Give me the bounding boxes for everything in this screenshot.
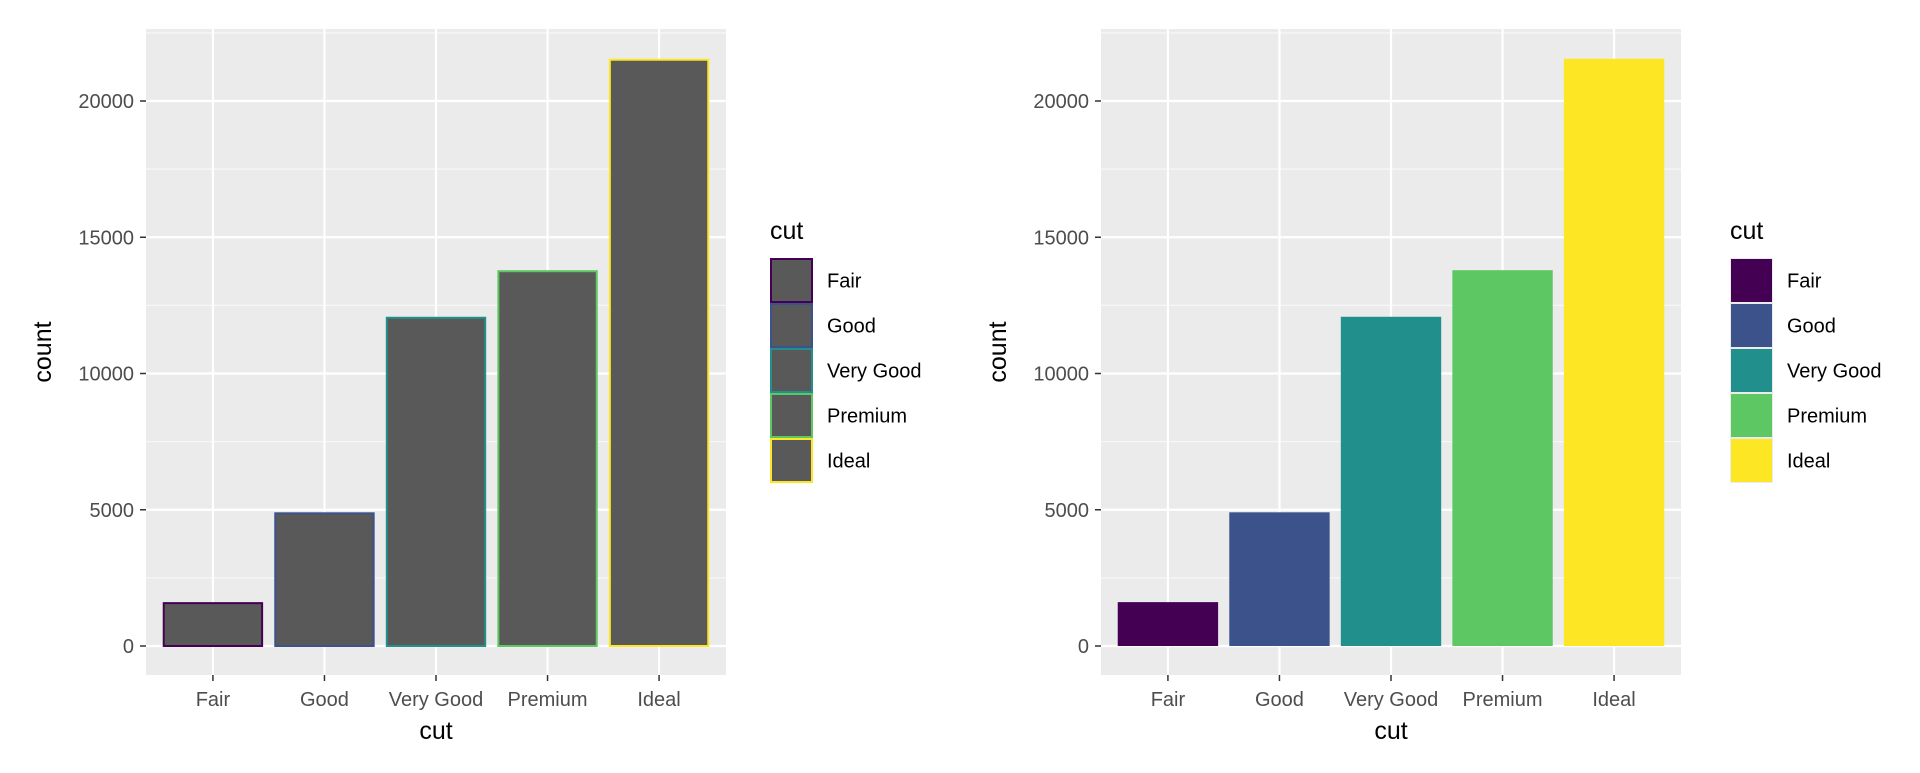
x-tick-label: Ideal — [637, 689, 680, 711]
bar-good — [1229, 512, 1330, 646]
y-axis-title: count — [29, 321, 57, 382]
bars — [162, 58, 710, 648]
chart-panel-2: 0 5000 10000 15000 20000 Fair Good Very Good Pre… — [984, 29, 1882, 745]
x-axis-title: cut — [1374, 717, 1407, 745]
legend-item-premium: Premium — [1730, 393, 1867, 438]
legend-label: Premium — [827, 406, 907, 428]
x-axis-ticks: Fair Good Very Good Premium Ideal — [196, 675, 681, 711]
y-axis-ticks: 0 5000 10000 15000 20000 — [78, 91, 146, 658]
y-tick-label: 10000 — [78, 364, 134, 386]
y-tick-label: 15000 — [78, 227, 134, 249]
legend-label: Good — [1787, 316, 1836, 338]
legend-label: Ideal — [1787, 451, 1830, 473]
legend: cut Fair Good Very Good Premium Ideal — [770, 217, 922, 483]
legend-label: Good — [827, 316, 876, 338]
legend-label: Ideal — [827, 451, 870, 473]
legend-key — [770, 438, 813, 483]
bar-premium — [497, 270, 598, 647]
legend-item-fair: Fair — [1730, 258, 1822, 303]
y-tick-label: 20000 — [1033, 91, 1089, 113]
legend-item-ideal: Ideal — [1730, 438, 1830, 483]
bar-very-good — [1340, 316, 1442, 646]
legend-title: cut — [770, 217, 803, 245]
x-tick-label: Premium — [1463, 689, 1543, 711]
y-tick-label: 10000 — [1033, 364, 1089, 386]
x-tick-label: Very Good — [389, 689, 484, 711]
legend-item-ideal: Ideal — [770, 438, 870, 483]
legend-label: Very Good — [1787, 361, 1882, 383]
legend-title: cut — [1730, 217, 1763, 245]
legend-item-very-good: Very Good — [1730, 348, 1882, 393]
x-axis-title: cut — [419, 717, 452, 745]
y-axis-ticks: 0 5000 10000 15000 20000 — [1033, 91, 1101, 658]
legend-item-good: Good — [1730, 303, 1836, 348]
legend-key — [770, 258, 813, 303]
bar-very-good — [385, 316, 487, 647]
x-tick-label: Premium — [508, 689, 588, 711]
legend-key — [1731, 304, 1772, 347]
legend-item-good: Good — [770, 303, 876, 348]
y-tick-label: 0 — [123, 636, 134, 658]
legend-key — [1731, 349, 1772, 392]
y-tick-label: 5000 — [90, 500, 135, 522]
legend-item-very-good: Very Good — [770, 348, 922, 393]
legend-key — [770, 393, 813, 438]
bars — [1117, 58, 1665, 647]
bar-fair — [1117, 602, 1219, 646]
bar-premium — [1452, 270, 1553, 646]
legend: cut Fair Good Very Good Premium Ideal — [1730, 217, 1882, 483]
x-axis-ticks: Fair Good Very Good Premium Ideal — [1151, 675, 1636, 711]
y-tick-label: 15000 — [1033, 227, 1089, 249]
legend-label: Fair — [1787, 271, 1822, 293]
y-tick-label: 0 — [1078, 636, 1089, 658]
legend-key — [770, 348, 813, 393]
x-tick-label: Good — [300, 689, 349, 711]
x-tick-label: Fair — [196, 689, 231, 711]
legend-key — [1731, 259, 1772, 302]
bar-ideal — [608, 58, 710, 648]
x-tick-label: Good — [1255, 689, 1304, 711]
bar-ideal — [1563, 58, 1665, 647]
x-tick-label: Ideal — [1592, 689, 1635, 711]
legend-key — [1731, 394, 1772, 437]
x-tick-label: Very Good — [1344, 689, 1439, 711]
chart-panel-1: 0 5000 10000 15000 20000 Fair Good Very Good Pre… — [29, 29, 922, 745]
y-axis-title: count — [984, 321, 1012, 382]
legend-key — [1731, 439, 1772, 482]
x-tick-label: Fair — [1151, 689, 1186, 711]
legend-label: Very Good — [827, 361, 922, 383]
bar-fair — [162, 602, 264, 648]
legend-label: Premium — [1787, 406, 1867, 428]
legend-item-fair: Fair — [770, 258, 862, 303]
bar-good — [274, 512, 375, 648]
y-tick-label: 5000 — [1045, 500, 1090, 522]
legend-label: Fair — [827, 271, 862, 293]
y-tick-label: 20000 — [78, 91, 134, 113]
legend-key — [770, 303, 813, 348]
legend-item-premium: Premium — [770, 393, 907, 438]
